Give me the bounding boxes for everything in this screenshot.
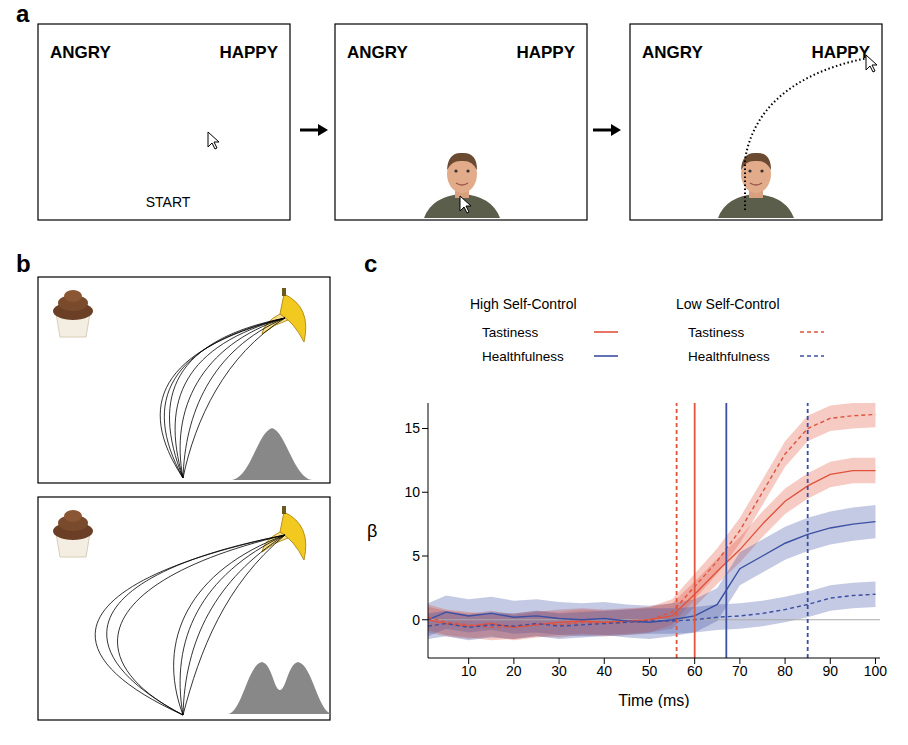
svg-text:10: 10 [404, 484, 420, 500]
svg-text:30: 30 [551, 663, 567, 679]
html-text:Tastiness: Tastiness [482, 324, 539, 340]
html-text:Low Self-Control: Low Self-Control [676, 296, 780, 312]
svg-text:90: 90 [822, 663, 838, 679]
svg-text:HAPPY: HAPPY [811, 43, 870, 62]
svg-text:ANGRY: ANGRY [642, 43, 703, 62]
svg-text:c: c [364, 250, 377, 277]
svg-text:80: 80 [777, 663, 793, 679]
svg-text:40: 40 [596, 663, 612, 679]
svg-text:HAPPY: HAPPY [516, 43, 575, 62]
html-text:Healthfulness: Healthfulness [482, 348, 564, 364]
svg-text:a: a [16, 0, 30, 27]
svg-text:50: 50 [642, 663, 658, 679]
html-text:Healthfulness: Healthfulness [688, 348, 770, 364]
svg-text:15: 15 [404, 420, 420, 436]
svg-text:Time (ms): Time (ms) [618, 692, 689, 708]
svg-text:5: 5 [412, 548, 420, 564]
svg-text:START: START [146, 194, 191, 210]
svg-text:60: 60 [687, 663, 703, 679]
html-text:Tastiness: Tastiness [688, 324, 745, 340]
svg-text:0: 0 [412, 612, 420, 628]
html-text:High Self-Control: High Self-Control [470, 296, 577, 312]
svg-text:20: 20 [506, 663, 522, 679]
svg-text:b: b [16, 250, 31, 277]
svg-text:100: 100 [864, 663, 888, 679]
svg-text:ANGRY: ANGRY [347, 43, 408, 62]
svg-text:β: β [367, 521, 377, 541]
svg-text:ANGRY: ANGRY [50, 43, 111, 62]
svg-text:70: 70 [732, 663, 748, 679]
svg-text:10: 10 [461, 663, 477, 679]
svg-text:HAPPY: HAPPY [219, 43, 278, 62]
